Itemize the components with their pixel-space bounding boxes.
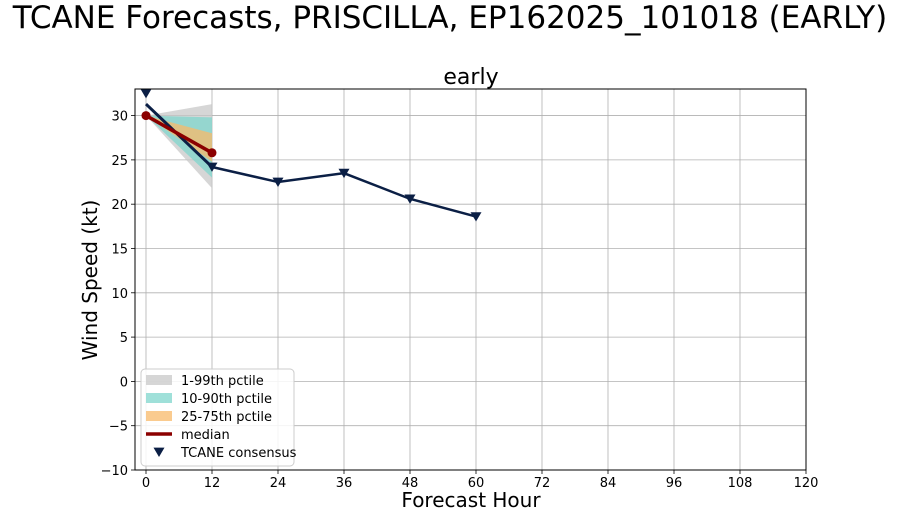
median-line [145,114,213,155]
legend-swatch [146,411,172,421]
y-axis-label: Wind Speed (kt) [78,200,102,361]
x-tick-label: 72 [534,476,551,491]
plot-title: early [443,65,498,90]
consensus-point [470,212,482,222]
legend-label: 10-90th pctile [181,392,272,407]
consensus-point [272,177,284,187]
legend-label: median [181,428,230,443]
y-tick-label: 25 [111,154,128,169]
band-25-75th-pctile [146,115,212,162]
legend-label: 1-99th pctile [181,374,264,389]
y-tick-label: −5 [109,420,128,435]
y-tick-label: 20 [111,198,128,213]
consensus-point [338,168,350,179]
x-tick-label: 84 [600,476,617,491]
x-tick-label: 48 [402,476,419,491]
x-tick-label: 36 [336,476,353,491]
consensus-point [404,194,416,204]
median-point [141,111,151,121]
legend-label: TCANE consensus [180,446,297,461]
consensus-point [206,162,218,172]
median-point [207,148,217,158]
x-tick-label: 96 [666,476,683,491]
legend-swatch [153,447,165,457]
legend-swatch [146,375,172,385]
y-tick-label: −10 [101,464,128,479]
y-axis-ticks: −10 −5 0 5 10 15 20 25 30 [101,110,135,479]
y-tick-label: 5 [120,331,128,346]
x-tick-label: 120 [794,476,819,491]
y-tick-label: 15 [111,242,128,257]
x-tick-label: 0 [142,476,150,491]
x-tick-label: 24 [270,476,287,491]
x-tick-label: 108 [728,476,753,491]
y-tick-label: 10 [111,287,128,302]
y-tick-label: 0 [120,375,128,390]
x-tick-label: 12 [204,476,221,491]
legend-box [140,368,295,467]
figure-title: TCANE Forecasts, PRISCILLA, EP162025_101… [12,0,888,36]
x-axis-label: Forecast Hour [401,488,541,512]
plot-frame [134,88,807,471]
x-axis-ticks: 0 12 24 36 48 60 72 84 96 108 120 [142,470,819,491]
x-tick-label: 60 [468,476,485,491]
consensus-point [140,89,152,99]
legend-swatch [146,393,172,403]
legend-label: 25-75th pctile [181,410,272,425]
y-tick-label: 30 [111,110,128,125]
series-markers [140,89,482,222]
legend: 1-99th pctile 10-90th pctile 25-75th pctil… [140,368,297,467]
